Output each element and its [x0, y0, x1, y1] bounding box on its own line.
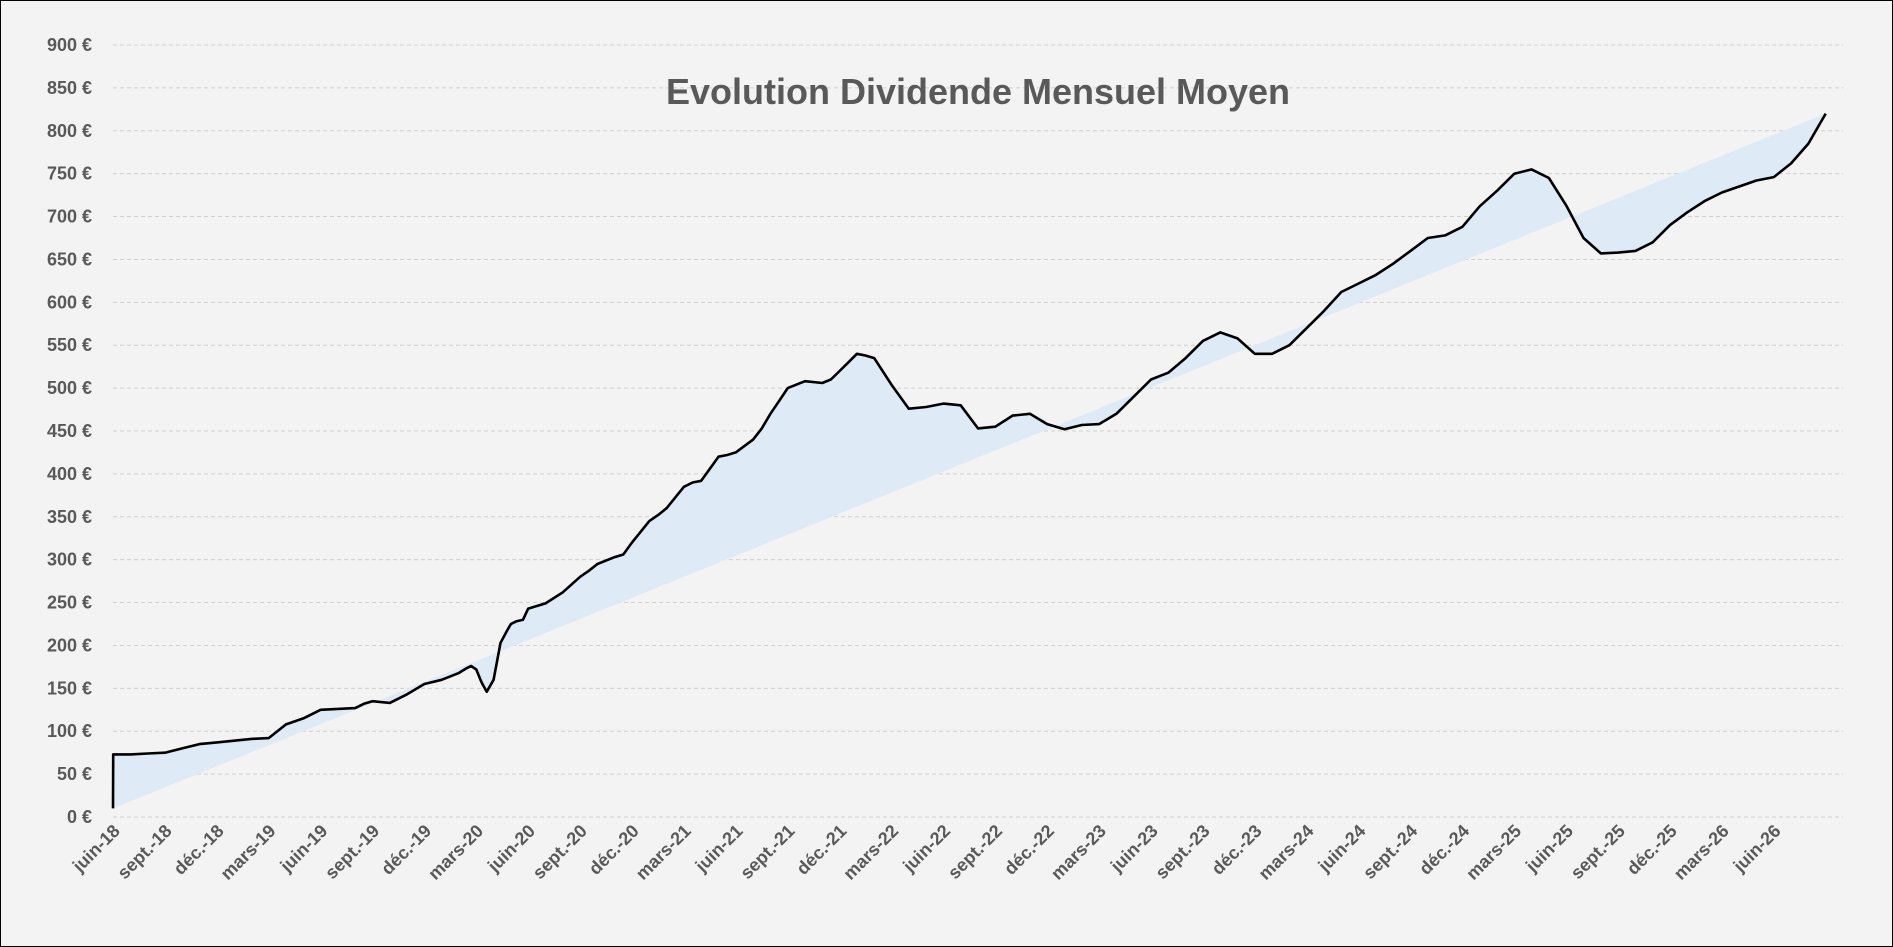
y-tick-label: 300 € — [47, 550, 92, 570]
y-tick-label: 500 € — [47, 378, 92, 398]
y-tick-label: 900 € — [47, 35, 92, 55]
y-tick-label: 750 € — [47, 164, 92, 184]
chart-title: Evolution Dividende Mensuel Moyen — [666, 71, 1290, 112]
y-tick-label: 200 € — [47, 635, 92, 655]
y-tick-label: 600 € — [47, 292, 92, 312]
gridlines — [113, 44, 1843, 818]
y-tick-label: 800 € — [47, 121, 92, 141]
x-tick-label: juin-26 — [1729, 821, 1785, 877]
y-tick-label: 250 € — [47, 593, 92, 613]
y-tick-label: 400 € — [47, 464, 92, 484]
x-tick-label: sept.-24 — [1359, 821, 1421, 883]
x-tick-label: sept.-18 — [113, 821, 175, 883]
y-tick-label: 150 € — [47, 678, 92, 698]
x-tick-label: mars-23 — [1047, 821, 1110, 884]
x-tick-label: sept.-23 — [1151, 821, 1213, 883]
x-tick-label: mars-25 — [1462, 821, 1525, 884]
series-line — [111, 112, 1827, 809]
y-tick-label: 50 € — [57, 764, 92, 784]
y-tick-label: 350 € — [47, 507, 92, 527]
y-tick-label: 100 € — [47, 721, 92, 741]
x-tick-label: sept.-19 — [321, 821, 383, 883]
y-tick-label: 850 € — [47, 78, 92, 98]
x-tick-label: mars-19 — [217, 821, 280, 884]
x-tick-label: mars-21 — [632, 821, 695, 884]
y-tick-label: 650 € — [47, 249, 92, 269]
x-tick-label: sept.-25 — [1567, 821, 1629, 883]
x-tick-label: sept.-21 — [736, 821, 798, 883]
x-tick-label: sept.-22 — [944, 821, 1006, 883]
x-tick-label: mars-20 — [424, 821, 487, 884]
y-tick-label: 450 € — [47, 421, 92, 441]
y-tick-label: 700 € — [47, 207, 92, 227]
x-tick-label: sept.-20 — [529, 821, 591, 883]
y-tick-label: 550 € — [47, 335, 92, 355]
x-tick-label: mars-24 — [1255, 821, 1318, 884]
x-axis-tick-labels: juin-18sept.-18déc.-18mars-19juin-19sept… — [68, 821, 1785, 884]
area-fill — [113, 113, 1826, 809]
y-tick-label: 0 € — [67, 807, 92, 827]
x-tick-label: mars-26 — [1670, 821, 1733, 884]
y-axis-tick-labels: 0 € 50 € 100 € 150 € 200 € 250 € 300 € 350 € 400… — [47, 35, 92, 827]
x-tick-label: mars-22 — [839, 821, 902, 884]
